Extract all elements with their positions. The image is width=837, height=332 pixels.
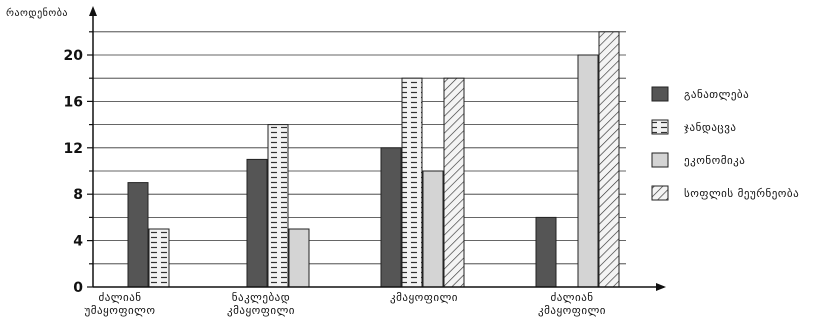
category-label: ნაკლებად კმაყოფილი [227, 291, 295, 317]
bar [267, 124, 289, 288]
bar [246, 158, 268, 288]
y-tick-label: 0 [73, 280, 83, 296]
bar [535, 216, 557, 288]
y-tick-label: 8 [73, 187, 83, 203]
y-axis-label: რაოდენობა [6, 7, 68, 19]
bar [577, 54, 599, 288]
y-tick-label: 4 [73, 234, 83, 250]
legend-swatch [651, 86, 669, 102]
gridlines [93, 31, 626, 265]
category-label: ძალიან უმაყოფილო [84, 291, 155, 317]
legend-label: ეკონომიკა [684, 154, 745, 167]
legend-label: განათლება [684, 88, 749, 101]
category-label: კმაყოფილი [390, 291, 458, 304]
bar [380, 147, 402, 288]
bar [127, 182, 149, 288]
legend-swatch [651, 119, 669, 135]
y-axis-arrow [89, 6, 97, 16]
bar [401, 77, 423, 288]
bars [127, 31, 620, 288]
axes [87, 6, 666, 291]
category-label: ძალიან კმაყოფილი [538, 291, 606, 317]
y-tick-label: 16 [64, 94, 83, 110]
bar [288, 228, 310, 288]
bar [422, 170, 444, 288]
bar [598, 31, 620, 288]
bar [443, 77, 465, 288]
legend-swatch [651, 152, 669, 168]
legend-label: სოფლის მეურნეობა [684, 187, 799, 200]
legend-swatch [651, 185, 669, 201]
y-tick-label: 20 [64, 48, 84, 64]
tick-labels: 0 4 8 12 16 20 [64, 48, 84, 296]
x-axis-arrow [656, 283, 666, 291]
bar [148, 228, 170, 288]
legend-label: ჯანდაცვა [684, 121, 736, 134]
y-tick-label: 12 [64, 141, 83, 157]
legend: განათლება ჯანდაცვა ეკონომიკა სოფლის მეურნეო… [651, 86, 799, 201]
category-labels: ძალიან უმაყოფილო ნაკლებად კმაყოფილი კმაყოფილ… [84, 291, 606, 317]
